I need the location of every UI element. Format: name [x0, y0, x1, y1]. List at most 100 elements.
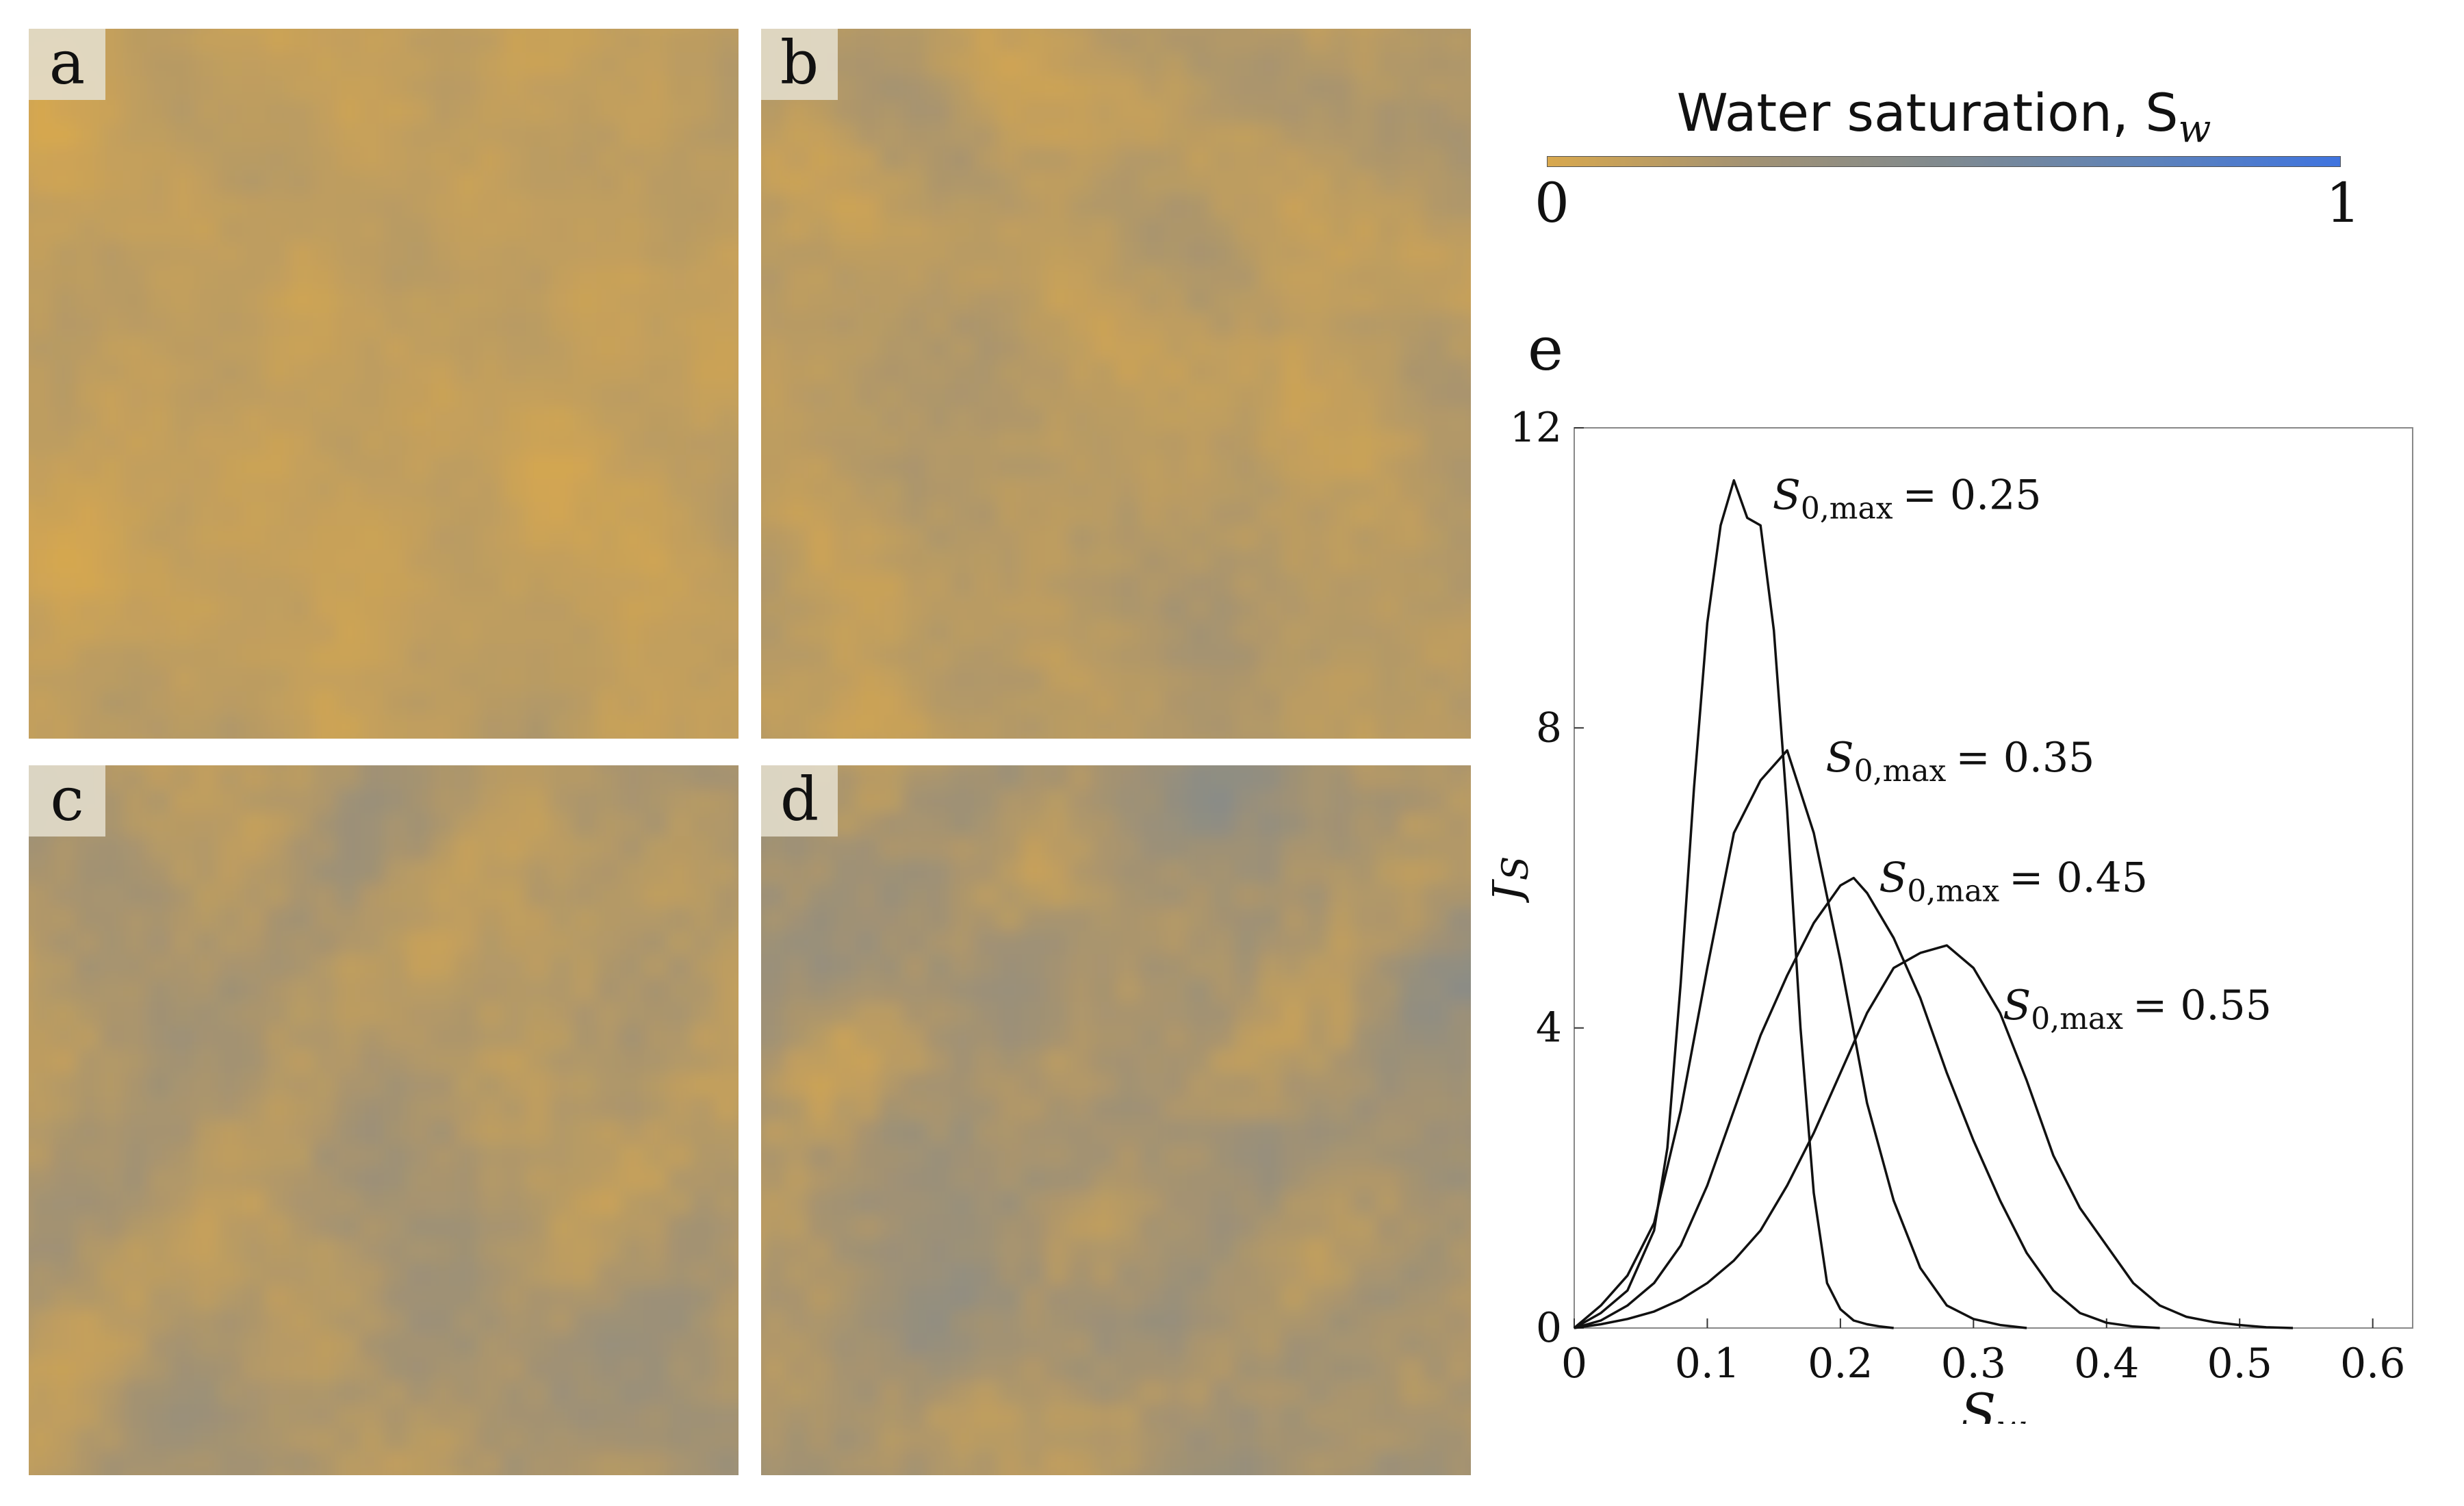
saturation-cell	[784, 502, 811, 528]
saturation-cell	[289, 691, 316, 717]
saturation-cell	[903, 525, 929, 552]
saturation-cell	[643, 1333, 670, 1360]
saturation-cell	[1447, 76, 1471, 103]
saturation-cell	[407, 715, 434, 739]
saturation-cell	[620, 265, 647, 292]
saturation-cell	[1281, 1073, 1308, 1099]
saturation-cell	[573, 1262, 600, 1288]
saturation-cell	[879, 359, 906, 386]
saturation-cell	[1281, 99, 1308, 126]
saturation-cell	[525, 813, 552, 839]
saturation-cell	[926, 289, 953, 316]
saturation-cell	[1447, 596, 1471, 623]
saturation-cell	[1210, 836, 1237, 863]
saturation-cell	[997, 883, 1024, 910]
saturation-cell	[454, 1238, 481, 1265]
saturation-cell	[596, 1286, 623, 1312]
saturation-cell	[1352, 1214, 1379, 1241]
saturation-cell	[170, 620, 197, 647]
saturation-cell	[1352, 170, 1379, 197]
saturation-cell	[1021, 1333, 1048, 1360]
saturation-cell	[123, 1286, 150, 1312]
saturation-cell	[431, 1025, 457, 1052]
saturation-cell	[336, 573, 363, 600]
saturation-cell	[146, 836, 173, 863]
saturation-cell	[667, 715, 694, 739]
saturation-cell	[1140, 1073, 1166, 1099]
saturation-cell	[218, 789, 244, 815]
saturation-cell	[99, 860, 126, 886]
saturation-cell	[1021, 1451, 1048, 1475]
saturation-cell	[1187, 431, 1214, 457]
saturation-cell	[691, 525, 717, 552]
saturation-cell	[359, 1357, 386, 1383]
saturation-cell	[242, 1096, 268, 1123]
saturation-cell	[289, 265, 316, 292]
saturation-cell	[691, 312, 717, 339]
saturation-cell	[784, 1120, 811, 1147]
saturation-cell	[1163, 1262, 1190, 1288]
saturation-cell	[715, 596, 739, 623]
saturation-cell	[478, 715, 504, 739]
saturation-cell	[573, 407, 600, 434]
saturation-cell	[1376, 1427, 1402, 1454]
saturation-cell	[29, 359, 55, 386]
saturation-cell	[1140, 218, 1166, 244]
saturation-cell	[1068, 1451, 1095, 1475]
saturation-cell	[1376, 1333, 1402, 1360]
saturation-cell	[573, 502, 600, 528]
saturation-cell	[1068, 978, 1095, 1005]
saturation-cell	[1092, 289, 1118, 316]
saturation-cell	[549, 1286, 576, 1312]
y-tick-label: 8	[1536, 704, 1562, 752]
saturation-cell	[1116, 573, 1142, 600]
saturation-cell	[1257, 1096, 1284, 1123]
saturation-cell	[383, 573, 410, 600]
saturation-cell	[1376, 573, 1402, 600]
saturation-cell	[383, 1096, 410, 1123]
saturation-cell	[643, 813, 670, 839]
saturation-cell	[1376, 29, 1402, 55]
saturation-cell	[29, 1380, 55, 1407]
saturation-cell	[761, 502, 788, 528]
saturation-cell	[359, 715, 386, 739]
saturation-cell	[1376, 1214, 1402, 1241]
saturation-cell	[643, 265, 670, 292]
saturation-cell	[431, 502, 457, 528]
saturation-cell	[997, 407, 1024, 434]
saturation-cell	[1140, 1120, 1166, 1147]
saturation-cell	[549, 620, 576, 647]
saturation-cell	[596, 930, 623, 957]
saturation-cell	[715, 691, 739, 717]
saturation-cell	[903, 242, 929, 268]
saturation-cell	[336, 170, 363, 197]
saturation-cell	[596, 455, 623, 481]
saturation-cell	[549, 194, 576, 220]
saturation-cell	[997, 978, 1024, 1005]
saturation-cell	[974, 883, 1001, 910]
saturation-cell	[1021, 478, 1048, 505]
saturation-cell	[1447, 146, 1471, 173]
saturation-cell	[974, 596, 1001, 623]
saturation-cell	[1305, 218, 1332, 244]
saturation-cell	[1187, 715, 1214, 739]
saturation-cell	[1257, 525, 1284, 552]
saturation-cell	[502, 431, 528, 457]
saturation-cell	[359, 836, 386, 863]
saturation-cell	[784, 265, 811, 292]
saturation-cell	[312, 1380, 339, 1407]
saturation-cell	[52, 218, 79, 244]
saturation-cell	[170, 1214, 197, 1241]
saturation-cell	[359, 1096, 386, 1123]
saturation-cell	[1281, 1310, 1308, 1336]
saturation-cell	[1234, 146, 1261, 173]
saturation-cell	[761, 312, 788, 339]
saturation-cell	[242, 76, 268, 103]
saturation-cell	[596, 620, 623, 647]
saturation-cell	[76, 407, 103, 434]
saturation-cell	[383, 1451, 410, 1475]
saturation-cell	[29, 930, 55, 957]
saturation-cell	[667, 1191, 694, 1218]
saturation-cell	[454, 359, 481, 386]
saturation-cell	[242, 502, 268, 528]
